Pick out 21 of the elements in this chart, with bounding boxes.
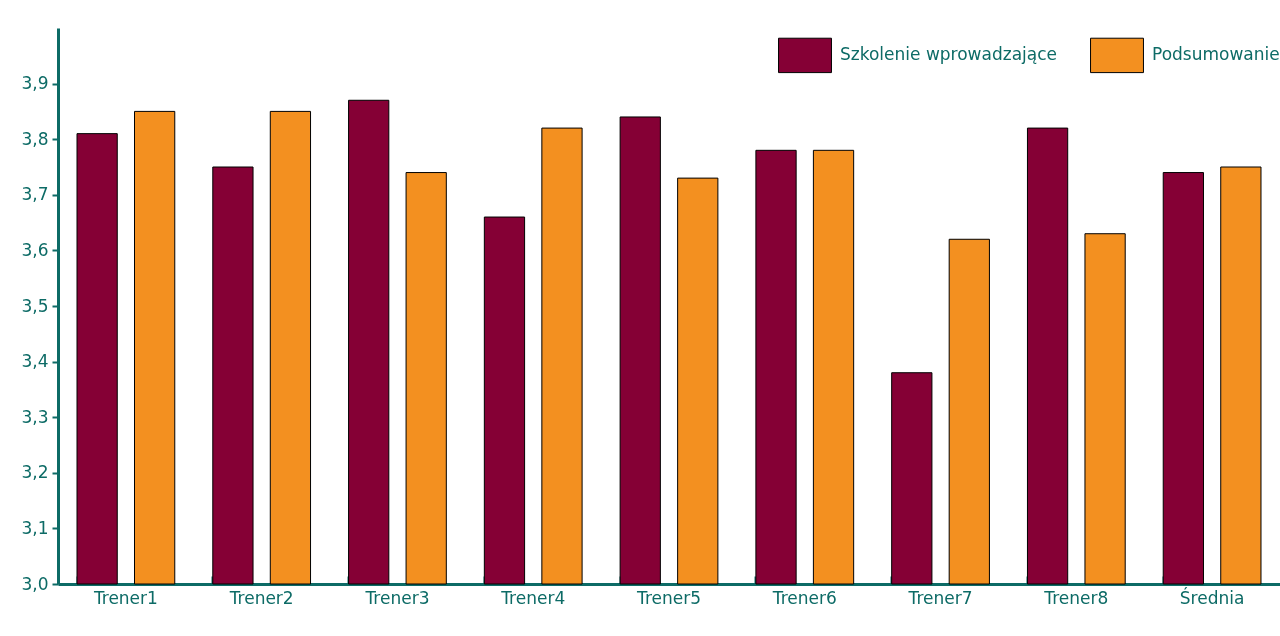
- y-tick-label: 3,8: [21, 128, 49, 149]
- y-tick-label: 3,6: [21, 239, 49, 260]
- x-tick-label: Trener8: [1043, 587, 1109, 608]
- x-tick-label: Trener3: [364, 587, 430, 608]
- x-tick-label: Trener1: [92, 587, 158, 608]
- x-tick-label: Trener2: [228, 587, 294, 608]
- y-tick-label: 3,1: [21, 517, 49, 538]
- x-tick-label: Średnia: [1179, 586, 1245, 608]
- y-tick-label: 3,4: [21, 351, 49, 372]
- y-tick-label: 3,0: [21, 573, 49, 594]
- x-tick-label: Trener6: [771, 587, 837, 608]
- y-tick-label: 3,9: [21, 73, 49, 94]
- x-tick-label: Trener7: [907, 587, 973, 608]
- y-tick-label: 3,7: [21, 184, 49, 205]
- y-tick-label: 3,2: [21, 462, 49, 483]
- y-tick-label: 3,3: [21, 406, 49, 427]
- x-tick-label: Trener4: [500, 587, 566, 608]
- legend-label: Szkolenie wprowadzające: [840, 44, 1058, 65]
- legend-label: Podsumowanie: [1152, 44, 1280, 65]
- x-tick-label: Trener5: [636, 587, 701, 608]
- y-tick-label: 3,5: [21, 295, 49, 316]
